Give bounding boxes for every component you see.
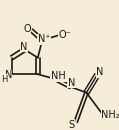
Text: N: N xyxy=(96,67,103,77)
Text: S: S xyxy=(68,120,74,130)
Text: N⁺: N⁺ xyxy=(38,34,50,44)
Text: NH₂: NH₂ xyxy=(101,110,119,120)
Text: O: O xyxy=(23,24,31,34)
Text: O⁻: O⁻ xyxy=(59,30,72,40)
Text: H: H xyxy=(1,75,8,84)
Text: N: N xyxy=(20,42,28,52)
Text: N: N xyxy=(5,70,12,80)
Text: NH: NH xyxy=(51,71,65,81)
Text: N: N xyxy=(68,78,75,88)
